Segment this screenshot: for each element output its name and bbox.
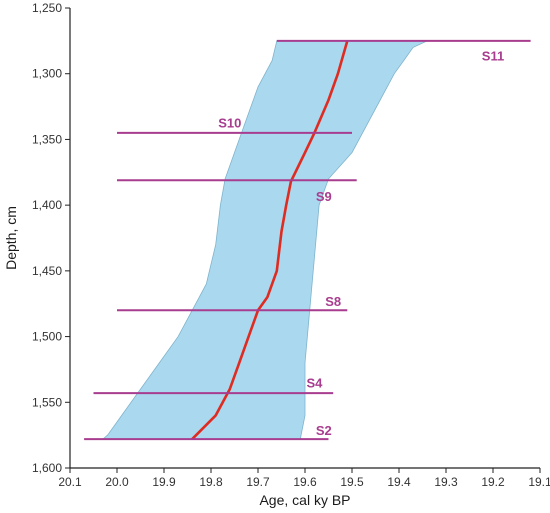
x-tick-label: 20.0 xyxy=(105,475,129,489)
median-age-line xyxy=(191,40,349,441)
median-line-layer xyxy=(191,40,349,441)
uncertainty-band-layer xyxy=(101,40,428,440)
sample-label-s10: S10 xyxy=(218,115,241,130)
x-tick-label: 20.1 xyxy=(58,475,82,489)
x-tick-label: 19.5 xyxy=(340,475,364,489)
uncertainty-band xyxy=(101,40,428,440)
x-tick-label: 19.2 xyxy=(481,475,505,489)
x-tick-label: 19.4 xyxy=(387,475,411,489)
x-axis-title: Age, cal ky BP xyxy=(259,492,350,508)
sample-label-s2: S2 xyxy=(316,423,332,438)
sample-label-s8: S8 xyxy=(325,294,341,309)
x-tick-label: 19.3 xyxy=(434,475,458,489)
sample-label-s4: S4 xyxy=(306,376,323,391)
axes: 20.1 20.0 19.9 19.8 19.7 19.6 19.5 19.4 19.3 19.2… xyxy=(32,1,550,489)
y-tick-label: 1,450 xyxy=(32,264,62,278)
y-tick-label: 1,250 xyxy=(32,1,62,15)
x-tick-label: 19.8 xyxy=(199,475,223,489)
y-axis-title: Depth, cm xyxy=(3,206,19,270)
x-tick-label: 19.6 xyxy=(293,475,317,489)
y-tick-label: 1,600 xyxy=(32,461,62,475)
sample-label-s11: S11 xyxy=(482,48,504,63)
plot-area: S11 S10 S9 S8 S4 S2 xyxy=(84,39,531,441)
y-tick-label: 1,350 xyxy=(32,132,62,146)
x-tick-label: 19.7 xyxy=(246,475,270,489)
x-tick-label: 19.9 xyxy=(152,475,176,489)
y-tick-label: 1,300 xyxy=(32,67,62,81)
y-tick-label: 1,550 xyxy=(32,395,62,409)
y-tick-label: 1,400 xyxy=(32,198,62,212)
y-tick-label: 1,500 xyxy=(32,330,62,344)
x-tick-label: 19.1 xyxy=(528,475,550,489)
sample-lines-layer: S11 S10 S9 S8 S4 S2 xyxy=(84,39,531,441)
sample-label-s9: S9 xyxy=(316,189,332,204)
